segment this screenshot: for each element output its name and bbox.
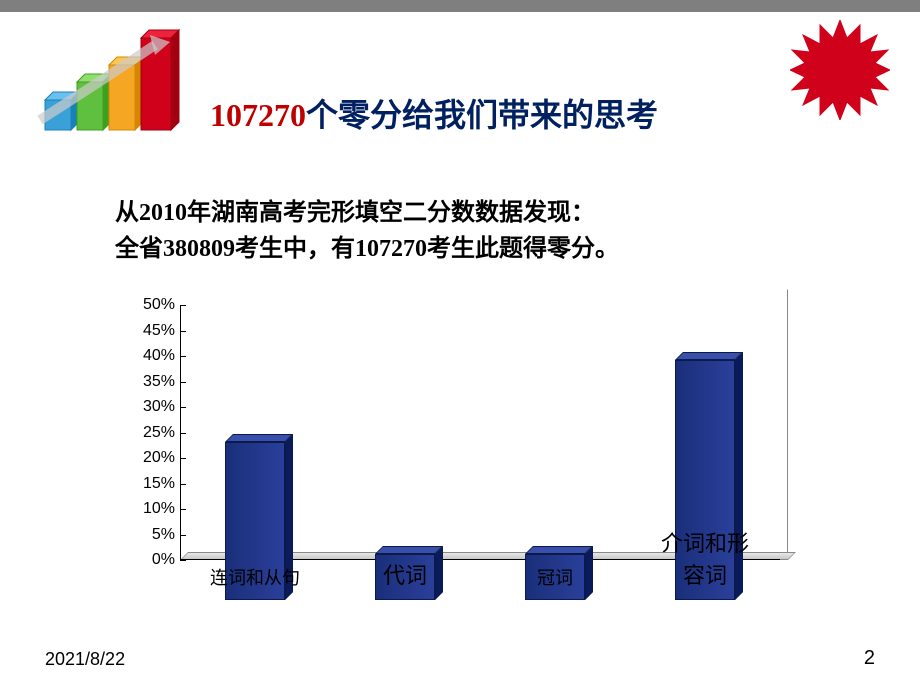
title-text: 个零分给我们带来的思考 <box>306 97 658 133</box>
body-line-2: 全省380809考生中，有107270考生此题得零分。 <box>115 231 619 267</box>
y-tick-mark <box>180 407 186 408</box>
y-tick-mark <box>180 560 186 561</box>
footer-date: 2021/8/22 <box>45 649 125 670</box>
x-tick-label: 冠词 <box>537 564 573 590</box>
y-tick-label: 40% <box>120 347 175 365</box>
y-tick-mark <box>180 305 186 306</box>
y-tick-mark <box>180 331 186 332</box>
y-tick-label: 5% <box>120 526 175 544</box>
y-tick-label: 25% <box>120 424 175 442</box>
y-tick-mark <box>180 509 186 510</box>
footer-page-number: 2 <box>864 647 875 670</box>
y-tick-label: 0% <box>120 551 175 569</box>
title-number: 107270 <box>210 97 306 133</box>
y-tick-mark <box>180 484 186 485</box>
y-tick-mark <box>180 535 186 536</box>
body-text: 从2010年湖南高考完形填空二分数数据发现： 全省380809考生中，有1072… <box>115 195 619 267</box>
logo-icon <box>30 20 190 140</box>
y-tick-label: 30% <box>120 398 175 416</box>
bar-chart: 0%5%10%15%20%25%30%35%40%45%50% 连词和从句代词冠… <box>120 300 800 600</box>
y-tick-label: 35% <box>120 373 175 391</box>
x-tick-label: 代词 <box>383 558 427 590</box>
starburst-icon <box>790 20 890 120</box>
y-tick-mark <box>180 382 186 383</box>
y-tick-label: 45% <box>120 322 175 340</box>
y-tick-mark <box>180 433 186 434</box>
y-tick-label: 20% <box>120 449 175 467</box>
header-bar <box>0 0 920 12</box>
y-tick-mark <box>180 356 186 357</box>
y-tick-label: 50% <box>120 296 175 314</box>
body-line-1: 从2010年湖南高考完形填空二分数数据发现： <box>115 195 619 231</box>
chart-right-wall <box>780 289 788 560</box>
x-tick-label: 连词和从句 <box>210 564 300 590</box>
y-tick-label: 15% <box>120 475 175 493</box>
y-tick-label: 10% <box>120 500 175 518</box>
x-tick-label: 介词和形容词 <box>658 526 753 590</box>
y-tick-mark <box>180 458 186 459</box>
page-title: 107270个零分给我们带来的思考 <box>210 90 658 136</box>
